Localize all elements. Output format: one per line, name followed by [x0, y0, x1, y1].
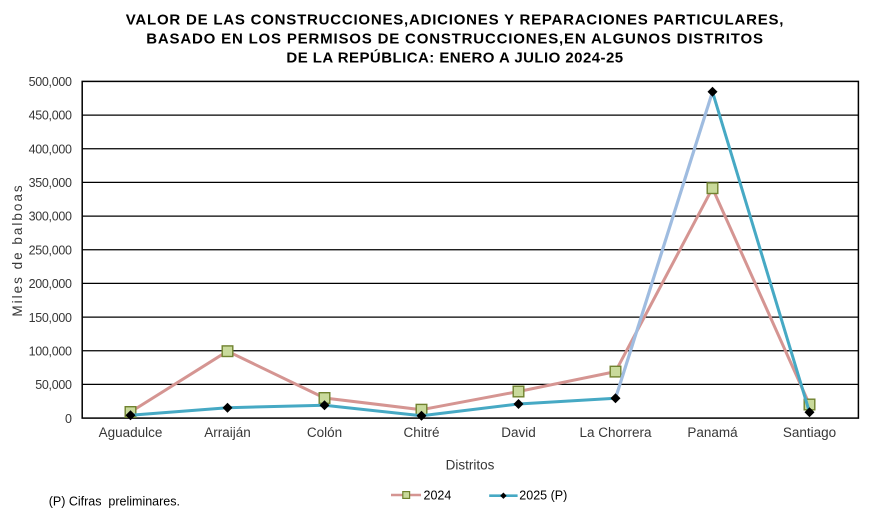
- svg-text:Santiago: Santiago: [783, 425, 836, 440]
- svg-text:100,000: 100,000: [29, 345, 72, 359]
- svg-text:150,000: 150,000: [29, 311, 72, 325]
- svg-text:DE LA REPÚBLICA: ENERO A JULIO: DE LA REPÚBLICA: ENERO A JULIO 2024-25: [286, 49, 623, 67]
- svg-text:350,000: 350,000: [29, 176, 72, 190]
- svg-text:BASADO EN LOS PERMISOS DE CONS: BASADO EN LOS PERMISOS DE CONSTRUCCIONES…: [146, 31, 764, 48]
- svg-text:450,000: 450,000: [29, 109, 72, 123]
- svg-text:2025 (P): 2025 (P): [519, 489, 567, 503]
- svg-text:50,000: 50,000: [35, 378, 72, 392]
- svg-text:(P) Cifras preliminares.: (P) Cifras preliminares.: [49, 495, 180, 509]
- svg-text:Colón: Colón: [307, 425, 342, 440]
- svg-text:250,000: 250,000: [29, 243, 72, 257]
- svg-text:400,000: 400,000: [29, 142, 72, 156]
- svg-text:La Chorrera: La Chorrera: [579, 425, 652, 440]
- svg-text:300,000: 300,000: [29, 210, 72, 224]
- svg-text:Chitré: Chitré: [403, 425, 439, 440]
- svg-text:Aguadulce: Aguadulce: [99, 425, 163, 440]
- svg-text:0: 0: [65, 412, 72, 426]
- svg-text:2024: 2024: [424, 489, 452, 503]
- svg-text:Distritos: Distritos: [446, 458, 495, 473]
- svg-text:Panamá: Panamá: [687, 425, 738, 440]
- svg-text:Arraiján: Arraiján: [204, 425, 251, 440]
- svg-text:200,000: 200,000: [29, 277, 72, 291]
- svg-text:500,000: 500,000: [29, 75, 72, 89]
- svg-text:Miles de balboas: Miles de balboas: [10, 183, 25, 316]
- svg-text:VALOR DE LAS CONSTRUCCIONES,AD: VALOR DE LAS CONSTRUCCIONES,ADICIONES Y …: [126, 12, 784, 29]
- svg-text:David: David: [501, 425, 536, 440]
